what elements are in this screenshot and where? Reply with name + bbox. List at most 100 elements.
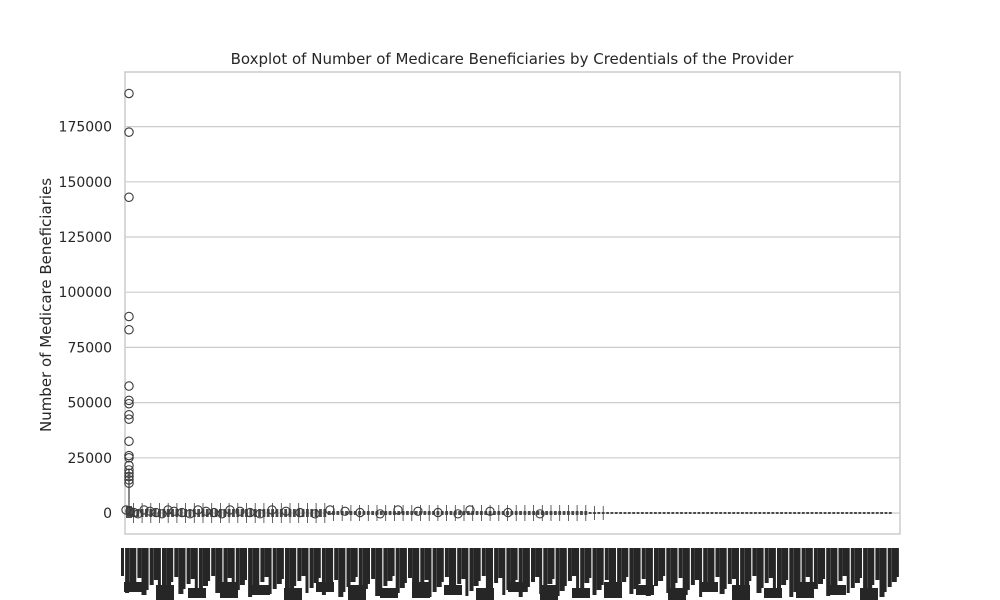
x-tick-label-mass (465, 548, 469, 596)
box (841, 512, 844, 514)
x-tick-label-mass (539, 548, 543, 594)
box (888, 512, 892, 514)
box (153, 509, 157, 517)
outlier (124, 381, 134, 391)
box (188, 509, 192, 517)
x-tick-label-mass (715, 548, 720, 577)
x-tick-label-mass (248, 548, 253, 597)
x-tick-label-mass (289, 548, 295, 591)
x-tick-label-mass (707, 548, 713, 587)
x-tick-label-mass (313, 548, 319, 583)
x-tick-label-mass (514, 548, 518, 580)
x-tick-label-mass (203, 548, 208, 586)
x-tick-label-mass (785, 548, 789, 580)
x-tick-label-mass (297, 548, 302, 581)
x-tick-label-mass (362, 548, 368, 589)
box (788, 512, 792, 514)
box (849, 512, 853, 514)
x-tick-label-mass (457, 548, 462, 584)
x-tick-label-mass (129, 548, 135, 588)
y-tick-label: 75000 (67, 340, 112, 356)
box (466, 511, 470, 515)
outlier (375, 509, 385, 519)
outlier (124, 453, 134, 463)
x-tick-label-mass (740, 548, 745, 591)
x-tick-label-mass (387, 548, 393, 581)
x-tick-label-mass (268, 548, 272, 594)
x-tick-label-mass (764, 588, 782, 598)
box (379, 511, 383, 515)
x-tick-label-mass (508, 582, 526, 592)
x-tick-label-mass (621, 548, 627, 582)
box (771, 512, 775, 514)
box (797, 512, 801, 514)
x-tick-label-mass (432, 548, 437, 592)
x-axis-tick-labels (121, 548, 899, 600)
box (675, 512, 679, 514)
x-tick-label-mass (408, 548, 412, 578)
outlier (124, 468, 134, 479)
x-tick-label-mass (596, 548, 602, 590)
x-tick-label-mass (395, 548, 400, 593)
x-tick-label-mass (153, 548, 159, 580)
outlier (124, 311, 134, 322)
outlier (124, 398, 134, 409)
box (336, 511, 340, 515)
x-tick-label-mass (350, 548, 356, 582)
x-tick-label-mass (276, 548, 282, 584)
y-tick-label: 175000 (59, 120, 112, 136)
x-tick-label-mass (526, 548, 530, 587)
box (732, 512, 736, 514)
x-tick-label-mass (305, 548, 309, 593)
box (545, 511, 549, 515)
box (684, 512, 688, 514)
x-tick-label-mass (321, 548, 326, 595)
outlier (393, 505, 403, 515)
outlier (185, 509, 195, 519)
box (854, 512, 857, 514)
box (767, 512, 770, 514)
outlier (145, 506, 155, 516)
box (836, 512, 840, 514)
box (823, 512, 827, 514)
x-tick-label-mass (383, 548, 388, 586)
x-tick-label-mass (256, 548, 260, 587)
box (197, 509, 201, 517)
outlier (355, 507, 365, 518)
box (310, 509, 314, 517)
x-tick-label-mass (649, 548, 653, 591)
x-tick-label-mass (772, 548, 776, 595)
x-tick-label-mass (162, 548, 166, 592)
box (780, 512, 783, 514)
x-tick-label-mass (518, 548, 523, 597)
x-tick-label-mass (842, 548, 848, 576)
box (688, 512, 692, 514)
outlier (535, 509, 545, 519)
box (649, 512, 653, 514)
outlier (124, 460, 134, 471)
box (880, 512, 883, 514)
x-tick-label-mass (244, 548, 247, 580)
box (697, 512, 701, 514)
x-tick-label-mass (178, 548, 184, 594)
box (588, 512, 592, 514)
x-tick-label-mass (371, 548, 376, 579)
x-tick-label-mass (690, 548, 695, 585)
y-tick-label: 0 (103, 506, 112, 522)
x-tick-label-mass (391, 548, 395, 576)
x-tick-label-mass (334, 548, 339, 580)
box (627, 512, 631, 514)
x-tick-label-mass (436, 548, 442, 587)
x-tick-label-mass (658, 548, 664, 581)
x-tick-label-mass (731, 548, 737, 579)
x-tick-label-mass (506, 548, 511, 590)
outlier (465, 505, 475, 515)
box (867, 512, 870, 514)
y-axis-label: Number of Medicare Beneficiaries (37, 178, 55, 432)
outlier (340, 506, 350, 516)
x-tick-label-mass (453, 548, 457, 589)
x-tick-label-mass (223, 548, 228, 583)
x-tick-label-mass (654, 548, 658, 586)
x-tick-label-mass (764, 548, 769, 583)
outlier (503, 507, 513, 518)
